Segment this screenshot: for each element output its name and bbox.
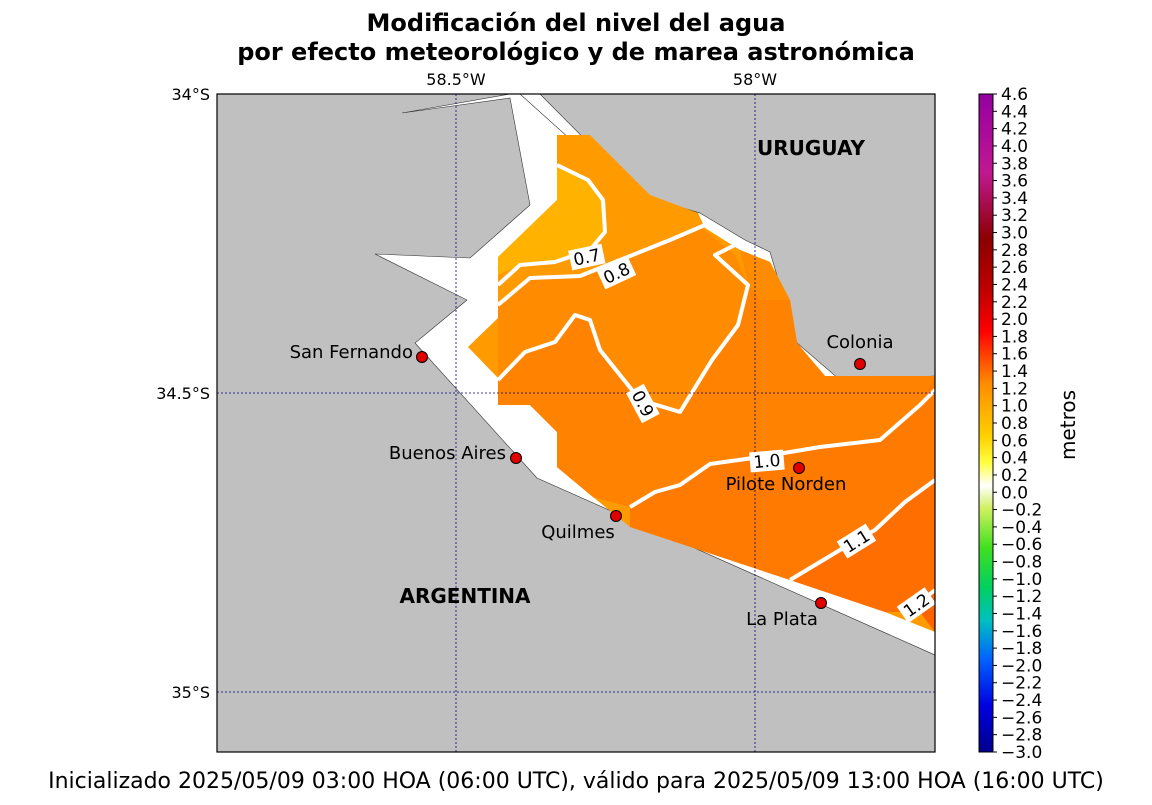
colorbar: 4.64.44.24.03.83.63.43.23.02.82.62.42.22… [978,85,1080,763]
colorbar-tick-label: 2.0 [1001,310,1028,330]
colorbar-tick-label: 4.4 [1001,102,1028,122]
colorbar-tick-label: 0.6 [1001,431,1028,451]
footer-validity-text: Inicializado 2025/05/09 03:00 HOA (06:00… [48,769,1104,794]
colorbar-tick-label: 0.2 [1001,466,1028,486]
contour-lines [496,163,935,614]
grid-lines [217,94,935,752]
lat-label-34s: 34°S [171,85,210,104]
colorbar-tick-label: −2.4 [1001,691,1042,711]
colorbar-tick-label: 0.4 [1001,449,1028,469]
colorbar-tick-label: 1.6 [1001,345,1028,365]
city-label-quilmes: Quilmes [541,522,615,543]
city-label-buenos-aires: Buenos Aires [389,443,506,464]
colorbar-tick-label: 0.0 [1001,483,1028,503]
colorbar-tick-label: 4.6 [1001,85,1028,105]
city-marker-quilmes [610,510,622,522]
contour-0.7 [496,163,607,287]
colorbar-tick-label: 3.4 [1001,189,1028,209]
city-label-la-plata: La Plata [746,609,818,630]
map-title-line-1: Modificación del nivel del agua [366,9,786,37]
city-label-san-fernando: San Fernando [290,342,413,363]
colorbar-tick-label: −1.6 [1001,622,1042,642]
contour-0.8 [496,223,706,307]
contour-1.1 [788,478,935,582]
colorbar-tick-label: −1.8 [1001,639,1042,659]
city-label-pilote-norden: Pilote Norden [726,474,847,495]
colorbar-tick-label: 3.2 [1001,206,1028,226]
contour-label-1.0: 1.0 [753,451,782,473]
city-label-colonia: Colonia [826,332,893,353]
colorbar-tick-label: −3.0 [1001,743,1042,763]
colorbar-tick-label: 1.0 [1001,397,1028,417]
map-title-line-2: por efecto meteorológico y de marea astr… [237,38,915,66]
city-markers [416,351,866,609]
colorbar-tick-label: −2.0 [1001,656,1042,676]
colorbar-tick-label: 4.2 [1001,120,1028,140]
colorbar-tick-label: −0.6 [1001,535,1042,555]
colorbar-tick-label: −0.8 [1001,553,1042,573]
colorbar-tick-label: 2.2 [1001,293,1028,313]
map-area: 0.7 0.8 0.9 1.0 1.1 1.2 URUGUAY ARGENTIN… [217,94,935,752]
country-label-uruguay: URUGUAY [757,136,865,160]
colorbar-tick-label: 2.4 [1001,275,1028,295]
colorbar-tick-label: −1.0 [1001,570,1042,590]
country-label-argentina: ARGENTINA [400,584,532,608]
colorbar-tick-label: −1.4 [1001,604,1042,624]
city-marker-san-fernando [416,351,428,363]
city-marker-colonia [854,358,866,370]
colorbar-tick-label: 2.6 [1001,258,1028,278]
colorbar-tick-label: −2.2 [1001,674,1042,694]
colorbar-tick-label: 3.6 [1001,172,1028,192]
lat-label-35s: 35°S [171,683,210,702]
lat-label-34-5s: 34.5°S [156,384,210,403]
colorbar-ticks: 4.64.44.24.03.83.63.43.23.02.82.62.42.22… [993,85,1042,763]
map-frame [216,93,936,753]
city-marker-la-plata [815,597,827,609]
colorbar-tick-label: −1.2 [1001,587,1042,607]
city-marker-buenos-aires [510,452,522,464]
colorbar-tick-label: 1.2 [1001,379,1028,399]
lon-label-58w: 58°W [733,70,777,89]
lon-label-58-5w: 58.5°W [426,70,486,89]
colorbar-tick-label: −2.6 [1001,708,1042,728]
colorbar-tick-label: 3.8 [1001,154,1028,174]
colorbar-tick-label: 2.8 [1001,241,1028,261]
colorbar-tick-label: 1.4 [1001,362,1028,382]
colorbar-tick-label: −0.4 [1001,518,1042,538]
city-marker-pilote-norden [793,462,805,474]
colorbar-tick-label: 0.8 [1001,414,1028,434]
colorbar-gradient [978,93,994,753]
colorbar-tick-label: −2.8 [1001,726,1042,746]
colorbar-tick-label: 1.8 [1001,327,1028,347]
colorbar-tick-label: 4.0 [1001,137,1028,157]
colorbar-tick-label: 3.0 [1001,224,1028,244]
colorbar-label: metros [1056,390,1080,460]
colorbar-tick-label: −0.2 [1001,501,1042,521]
